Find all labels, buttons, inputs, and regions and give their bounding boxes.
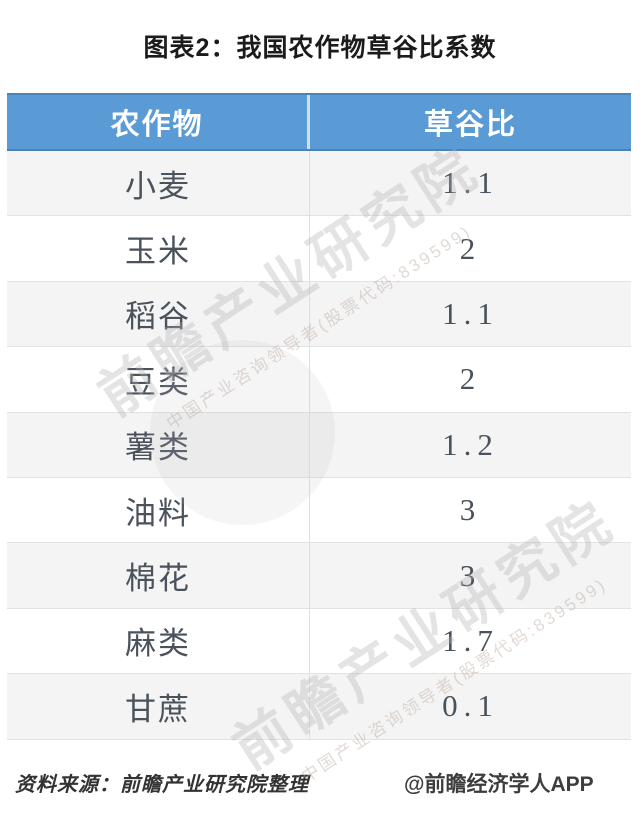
table-row: 玉米 2 <box>7 216 631 282</box>
table-row: 油料 3 <box>7 477 631 544</box>
ratio-cell: 1.1 <box>442 295 499 331</box>
crop-cell: 玉米 <box>7 216 310 281</box>
table-row: 薯类 1.2 <box>7 412 631 478</box>
column-header-crop: 农作物 <box>7 95 310 149</box>
column-header-ratio: 草谷比 <box>423 109 517 141</box>
crop-cell: 稻谷 <box>7 281 310 347</box>
crop-cell: 甘蔗 <box>7 674 310 739</box>
crop-cell: 小麦 <box>7 151 310 216</box>
crop-cell: 油料 <box>7 477 310 543</box>
data-source-label: 资料来源：前瞻产业研究院整理 <box>15 774 309 796</box>
data-table: 农作物 草谷比 小麦 1.1 玉米 2 稻谷 1.1 豆类 2 薯类 1.2 油… <box>7 93 631 740</box>
crop-cell: 麻类 <box>7 608 310 674</box>
ratio-cell: 1.7 <box>442 622 499 658</box>
ratio-cell: 2 <box>459 230 482 266</box>
crop-cell: 棉花 <box>7 543 310 608</box>
crop-cell: 薯类 <box>7 412 310 477</box>
ratio-cell: 1.2 <box>442 426 499 462</box>
ratio-cell: 3 <box>459 492 482 528</box>
chart-title: 图表2：我国农作物草谷比系数 <box>143 34 497 62</box>
table-row: 甘蔗 0.1 <box>7 674 631 740</box>
ratio-cell: 2 <box>459 361 482 397</box>
app-credit-label: @前瞻经济学人APP <box>404 773 594 796</box>
table-row: 小麦 1.1 <box>7 151 631 217</box>
table-header-row: 农作物 草谷比 <box>7 93 631 151</box>
ratio-cell: 1.1 <box>442 165 499 201</box>
ratio-cell: 0.1 <box>442 688 499 724</box>
table-row: 麻类 1.7 <box>7 608 631 675</box>
ratio-cell: 3 <box>459 557 482 593</box>
table-row: 豆类 2 <box>7 347 631 413</box>
crop-cell: 豆类 <box>7 347 310 412</box>
table-row: 稻谷 1.1 <box>7 281 631 348</box>
table-row: 棉花 3 <box>7 543 631 609</box>
